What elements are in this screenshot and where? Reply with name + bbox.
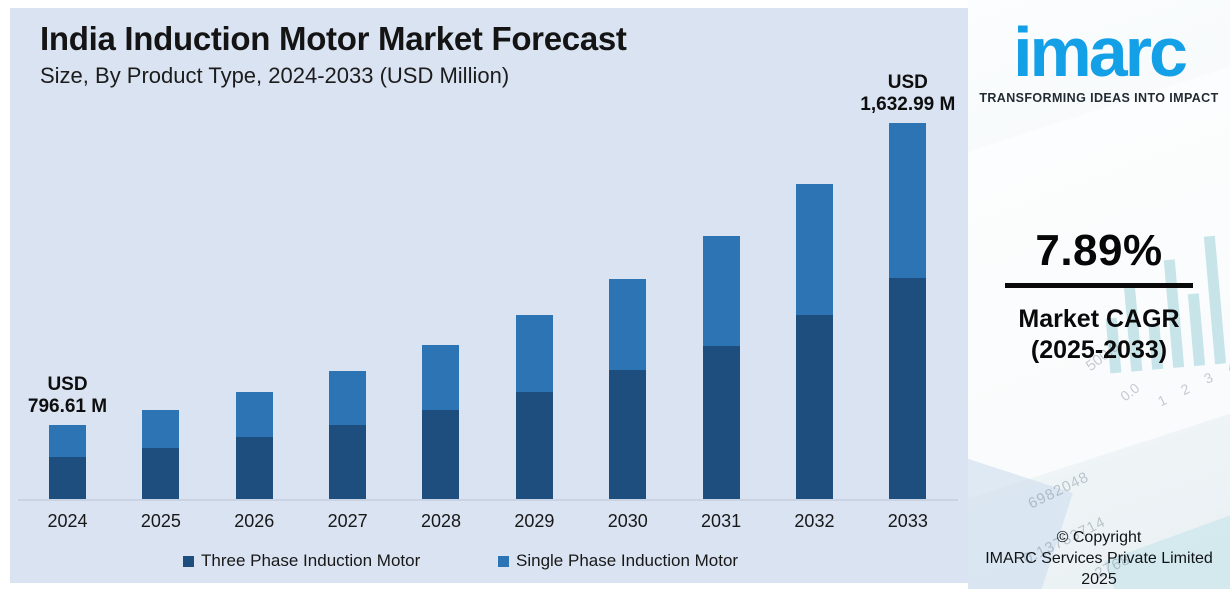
bar-2026 bbox=[235, 392, 273, 499]
x-axis-label-2029: 2029 bbox=[514, 511, 555, 531]
segment-single-phase-2029 bbox=[515, 315, 553, 392]
segment-single-phase-2030 bbox=[609, 279, 647, 370]
data-label-line1: USD bbox=[887, 72, 928, 93]
cagr-divider bbox=[1005, 283, 1193, 288]
segment-single-phase-2031 bbox=[702, 236, 740, 346]
segment-three-phase-2025 bbox=[142, 448, 180, 499]
copyright: © Copyright IMARC Services Private Limit… bbox=[968, 527, 1230, 589]
x-axis-label-2028: 2028 bbox=[420, 511, 461, 531]
cagr-label-line1: Market CAGR bbox=[1018, 305, 1180, 333]
segment-single-phase-2025 bbox=[142, 410, 180, 448]
segment-three-phase-2032 bbox=[795, 315, 833, 499]
imarc-logo-text: imarc bbox=[1013, 13, 1188, 91]
data-label-2033: USD 1,632.99 M bbox=[833, 72, 983, 116]
chart-title: India Induction Motor Market Forecast bbox=[40, 20, 627, 57]
segment-three-phase-2026 bbox=[235, 437, 273, 499]
segment-single-phase-2032 bbox=[795, 184, 833, 315]
data-label-line2: 796.61 M bbox=[27, 396, 108, 417]
segment-three-phase-2030 bbox=[609, 370, 647, 499]
bar-2028 bbox=[422, 345, 460, 499]
bar-2031 bbox=[702, 236, 740, 499]
copyright-line2: IMARC Services Private Limited 2025 bbox=[985, 550, 1213, 588]
segment-three-phase-2028 bbox=[422, 410, 460, 499]
segment-single-phase-2033 bbox=[889, 123, 927, 278]
bar-2032 bbox=[795, 184, 833, 499]
legend-swatch-icon bbox=[498, 555, 509, 567]
legend-item-three-phase: Three Phase Induction Motor bbox=[183, 551, 420, 571]
segment-three-phase-2031 bbox=[702, 346, 740, 499]
watermark-number: 6982048 bbox=[1025, 468, 1092, 513]
x-axis-label-2026: 2026 bbox=[234, 511, 275, 531]
bar-2027 bbox=[329, 371, 367, 499]
cagr-block: 7.89% Market CAGR (2025-2033) bbox=[968, 226, 1230, 366]
bar-2025 bbox=[142, 410, 180, 499]
segment-single-phase-2028 bbox=[422, 345, 460, 410]
imarc-logo-tagline: TRANSFORMING IDEAS INTO IMPACT bbox=[979, 91, 1219, 105]
x-axis-label-2033: 2033 bbox=[887, 511, 928, 531]
legend-label: Three Phase Induction Motor bbox=[201, 551, 421, 570]
x-axis-label-2025: 2025 bbox=[140, 511, 181, 531]
segment-single-phase-2027 bbox=[329, 371, 367, 425]
x-axis-label-2027: 2027 bbox=[327, 511, 368, 531]
cagr-value: 7.89% bbox=[1035, 226, 1163, 275]
segment-three-phase-2027 bbox=[329, 425, 367, 499]
x-axis-label-2030: 2030 bbox=[607, 511, 648, 531]
segment-three-phase-2024 bbox=[49, 457, 86, 499]
data-label-2024: USD 796.61 M bbox=[0, 374, 143, 418]
segment-single-phase-2024 bbox=[49, 425, 86, 457]
segment-three-phase-2029 bbox=[515, 392, 553, 499]
plot-area: 2024 2025 2026 2027 2028 2029 2030 2031 2032 2033… bbox=[10, 8, 968, 583]
segment-single-phase-2026 bbox=[235, 392, 273, 437]
brand-panel: 500.0 0.0 1 2 3 4 6982048 0.13783714 2768 ima… bbox=[968, 0, 1230, 589]
data-label-line2: 1,632.99 M bbox=[860, 94, 956, 115]
x-axis-label-2024: 2024 bbox=[47, 511, 88, 531]
bar-2033 bbox=[889, 123, 927, 499]
bar-2024 bbox=[49, 425, 86, 499]
bar-2029 bbox=[515, 315, 553, 499]
x-axis-label-2031: 2031 bbox=[701, 511, 742, 531]
bar-2030 bbox=[609, 279, 647, 499]
copyright-line1: © Copyright bbox=[1056, 529, 1142, 546]
legend-swatch-icon bbox=[183, 555, 194, 567]
segment-three-phase-2033 bbox=[889, 278, 927, 499]
legend-label: Single Phase Induction Motor bbox=[516, 551, 739, 570]
watermark-number: 0.0 bbox=[1117, 379, 1143, 405]
legend-item-single-phase: Single Phase Induction Motor bbox=[498, 551, 738, 571]
chart-panel: India Induction Motor Market Forecast Si… bbox=[10, 8, 968, 583]
cagr-label-line2: (2025-2033) bbox=[1030, 336, 1168, 364]
data-label-line1: USD bbox=[47, 374, 88, 395]
x-axis-label-2032: 2032 bbox=[794, 511, 835, 531]
x-axis-line bbox=[18, 499, 958, 501]
imarc-logo: imarc TRANSFORMING IDEAS INTO IMPACT bbox=[968, 0, 1230, 105]
chart-subtitle: Size, By Product Type, 2024-2033 (USD Mi… bbox=[40, 63, 510, 88]
